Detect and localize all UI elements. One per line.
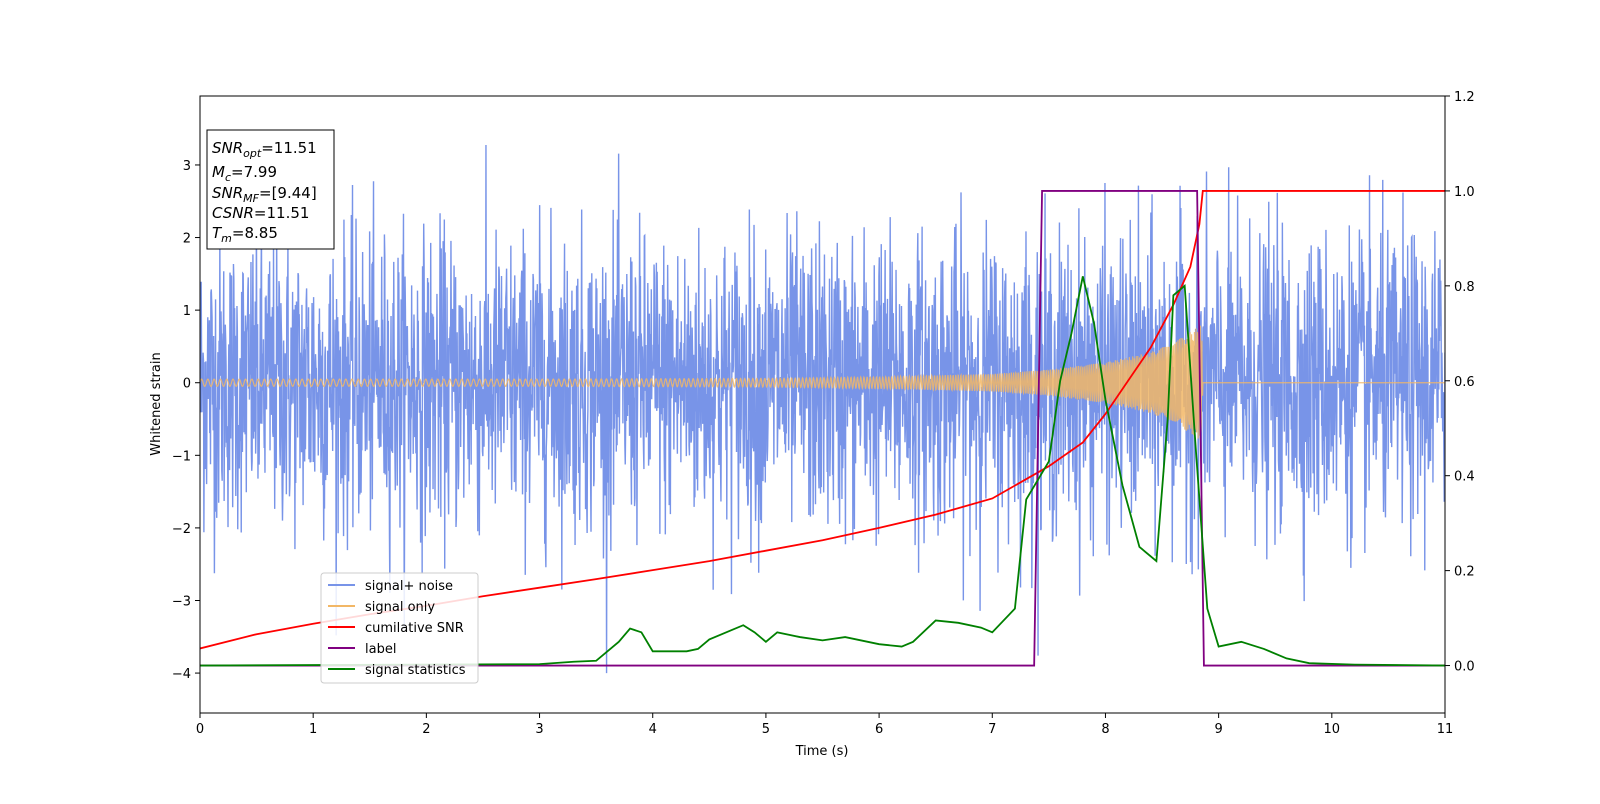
plot-frame <box>199 95 1446 714</box>
legend-frame <box>320 572 479 684</box>
y-tick-label: 3 <box>183 159 191 174</box>
legend-label: signal only <box>365 600 435 615</box>
y-right-tick-label: 0.8 <box>1454 280 1475 295</box>
legend-label: signal statistics <box>365 663 466 678</box>
x-axis: 0 1 2 3 4 5 6 7 8 9 10 11 <box>196 713 1453 737</box>
legend-item-signal-noise: signal+ noise <box>328 579 453 594</box>
x-tick-label: 1 <box>309 722 317 737</box>
y-right-tick-label: 0.4 <box>1454 470 1475 485</box>
series-signal-only <box>200 325 1445 439</box>
x-tick-label: 6 <box>875 722 883 737</box>
x-axis-label: Time (s) <box>795 744 849 759</box>
x-tick-label: 5 <box>762 722 770 737</box>
legend-label: signal+ noise <box>365 579 453 594</box>
y-right-tick-label: 0.2 <box>1454 565 1475 580</box>
y-axis-label: Whitened strain <box>149 352 164 455</box>
series-label <box>200 190 1445 667</box>
y-right-tick-label: 0.0 <box>1454 660 1475 675</box>
info-box: SNRopt=11.51 Mc=7.99 SNRMF=[9.44] CSNR=1… <box>206 129 335 250</box>
y-tick-label: 1 <box>183 304 191 319</box>
x-tick-label: 2 <box>422 722 430 737</box>
y-axis-left: −4 −3 −2 −1 0 1 2 3 <box>172 159 200 682</box>
info-csnr: CSNR=11.51 <box>212 204 309 222</box>
y-tick-label: −2 <box>172 522 191 537</box>
x-tick-label: 0 <box>196 722 204 737</box>
legend-label: cumilative SNR <box>365 621 464 636</box>
y-tick-label: −1 <box>172 449 191 464</box>
x-tick-label: 3 <box>535 722 543 737</box>
info-snr-opt: SNRopt=11.51 <box>212 139 317 160</box>
y-tick-label: 2 <box>183 232 191 247</box>
y-axis-right: 0.0 0.2 0.4 0.6 0.8 1.0 1.2 <box>1445 90 1475 675</box>
y-tick-label: −3 <box>172 594 191 609</box>
y-right-tick-label: 1.0 <box>1454 185 1475 200</box>
x-tick-label: 8 <box>1101 722 1109 737</box>
info-tm: Tm=8.85 <box>212 224 278 245</box>
x-tick-label: 11 <box>1437 722 1454 737</box>
info-snr-mf: SNRMF=[9.44] <box>212 184 317 205</box>
y-tick-label: −4 <box>172 667 191 682</box>
series-signal-noise <box>200 144 1445 674</box>
x-tick-label: 7 <box>988 722 996 737</box>
y-right-tick-label: 1.2 <box>1454 90 1475 105</box>
x-tick-label: 4 <box>649 722 657 737</box>
legend-item-signal-statistics: signal statistics <box>328 663 466 678</box>
legend-label: label <box>365 642 396 657</box>
y-right-tick-label: 0.6 <box>1454 375 1475 390</box>
x-tick-label: 9 <box>1214 722 1222 737</box>
info-box-frame <box>206 129 335 250</box>
series-signal-statistics <box>200 276 1445 667</box>
x-tick-label: 10 <box>1324 722 1341 737</box>
info-mc: Mc=7.99 <box>212 163 277 184</box>
legend-item-signal-only: signal only <box>328 600 435 615</box>
y-tick-label: 0 <box>183 377 191 392</box>
legend: signal+ noise signal only cumilative SNR… <box>320 572 479 684</box>
legend-item-cumulative-snr: cumilative SNR <box>328 621 464 636</box>
legend-item-label: label <box>328 642 396 657</box>
